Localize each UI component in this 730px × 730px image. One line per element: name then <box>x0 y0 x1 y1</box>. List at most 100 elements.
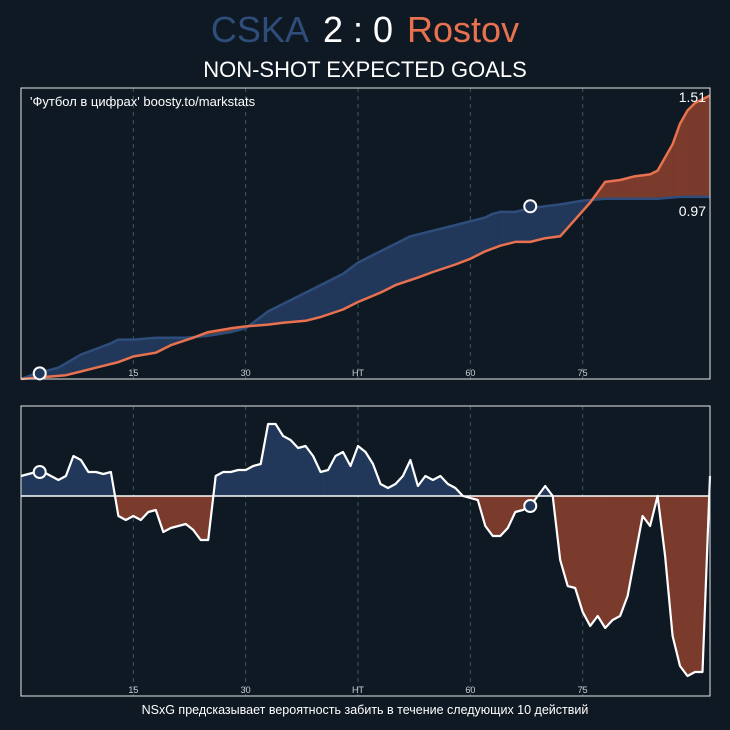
bottom-x-tick-label: HT <box>352 685 364 695</box>
top-fill-segment <box>380 249 385 294</box>
top-goal-marker <box>523 199 538 214</box>
chart-subtitle: NON-SHOT EXPECTED GOALS <box>203 57 527 82</box>
bottom-chart-frame <box>20 405 711 697</box>
top-fill-segment <box>402 237 408 284</box>
top-fill-segment <box>294 295 301 323</box>
rostov-end-label: 1.51 <box>679 89 706 105</box>
top-fill-segment <box>325 279 333 316</box>
bottom-fill-segment <box>597 495 606 630</box>
top-fill-segment <box>353 261 359 305</box>
top-fill-segment <box>121 339 127 362</box>
top-fill-segment <box>518 209 524 243</box>
top-fill-segment <box>129 339 134 359</box>
top-fill-segment <box>462 221 467 263</box>
bottom-fill-segment <box>237 469 246 497</box>
top-fill-segment <box>299 292 306 322</box>
top-fill-segment <box>514 210 520 243</box>
top-fill-segment <box>391 243 396 288</box>
top-fill-segment <box>634 175 640 200</box>
top-fill-segment <box>421 232 426 277</box>
bottom-fill-segment <box>335 451 344 497</box>
bottom-fill-segment <box>612 495 621 621</box>
top-x-tick-label: HT <box>352 368 364 378</box>
footer-caption: NSxG предсказывает вероятность забить в … <box>141 703 589 717</box>
top-x-tick-label: 60 <box>465 368 475 378</box>
top-fill-segment <box>357 259 364 303</box>
bottom-fill-segment <box>567 495 576 589</box>
bottom-fill-segment <box>357 445 366 497</box>
top-fill-segment <box>503 211 509 246</box>
top-fill-segment <box>374 250 381 296</box>
top-fill-segment <box>612 180 617 200</box>
top-fill-segment <box>623 177 628 200</box>
top-fill-segment <box>507 211 512 245</box>
top-fill-segment <box>88 349 93 370</box>
top-fill-segment <box>312 286 318 320</box>
watermark-text: 'Футбол в цифрах' boosty.to/markstats <box>30 94 256 109</box>
top-fill-segment <box>387 245 393 290</box>
top-fill-segment <box>544 205 550 239</box>
top-fill-segment <box>552 204 557 238</box>
top-fill-segment <box>522 208 527 243</box>
top-fill-segment <box>619 178 625 200</box>
difference-line <box>20 422 712 678</box>
bottom-fill-segment <box>694 495 703 673</box>
cska-cumulative-line <box>20 195 710 381</box>
bottom-fill-segment <box>282 435 291 497</box>
bottom-fill-segment <box>88 471 97 497</box>
top-fill-segment <box>616 179 621 200</box>
bottom-fill-segment <box>73 455 82 497</box>
top-fill-segment <box>133 338 140 357</box>
top-fill-segment <box>458 222 464 264</box>
top-fill-segment <box>537 206 542 241</box>
top-fill-segment <box>331 276 338 314</box>
top-fill-segment <box>428 230 434 274</box>
top-fill-segment <box>118 339 123 363</box>
top-fill-segment <box>320 281 327 318</box>
top-fill-segment <box>99 345 104 368</box>
top-x-tick-label: 15 <box>128 368 138 378</box>
bottom-fill-segment <box>687 495 696 677</box>
bottom-fill-segment <box>103 471 112 497</box>
bottom-fill-segment <box>492 495 501 537</box>
top-fill-segment <box>337 273 344 312</box>
top-fill-segment <box>425 231 430 276</box>
bottom-x-tick-label: 30 <box>241 685 251 695</box>
top-fill-segment <box>316 284 321 319</box>
top-fill-segment <box>149 337 157 355</box>
bottom-fill-segment <box>252 463 262 497</box>
top-fill-segment <box>541 205 546 240</box>
top-fill-segment <box>511 211 516 244</box>
top-fill-segment <box>473 219 479 258</box>
bottom-fill-segment <box>402 459 411 497</box>
bottom-fill-segment <box>230 469 239 497</box>
top-goal-marker <box>32 366 47 381</box>
top-fill-segment <box>417 233 423 279</box>
top-fill-segment <box>631 175 636 200</box>
top-fill-segment <box>466 220 471 261</box>
bottom-fill-segment <box>679 495 688 677</box>
top-fill-segment <box>138 338 145 356</box>
top-fill-segment <box>84 351 89 371</box>
top-fill-segment <box>477 218 482 256</box>
bottom-fill-segment <box>178 495 187 527</box>
top-fill-segment <box>556 204 561 238</box>
top-fill-segment <box>91 348 97 370</box>
top-fill-segment <box>103 344 108 367</box>
bottom-fill-segment <box>222 471 231 497</box>
rostov-cumulative-line <box>20 94 711 381</box>
bottom-fill-segment <box>582 495 591 627</box>
bottom-fill-segment <box>170 495 179 529</box>
top-fill-segment <box>95 347 100 369</box>
bottom-fill-segment <box>200 495 209 541</box>
bottom-fill-segment <box>297 445 306 497</box>
top-fill-segment <box>144 337 151 355</box>
top-fill-segment <box>604 181 610 200</box>
bottom-x-tick-label: 15 <box>128 685 138 695</box>
bottom-goal-marker <box>523 499 538 513</box>
bottom-fill-segment <box>604 495 613 629</box>
top-fill-segment <box>368 253 376 298</box>
bottom-fill-segment <box>95 471 104 497</box>
away-team-name: Rostov <box>407 9 520 50</box>
